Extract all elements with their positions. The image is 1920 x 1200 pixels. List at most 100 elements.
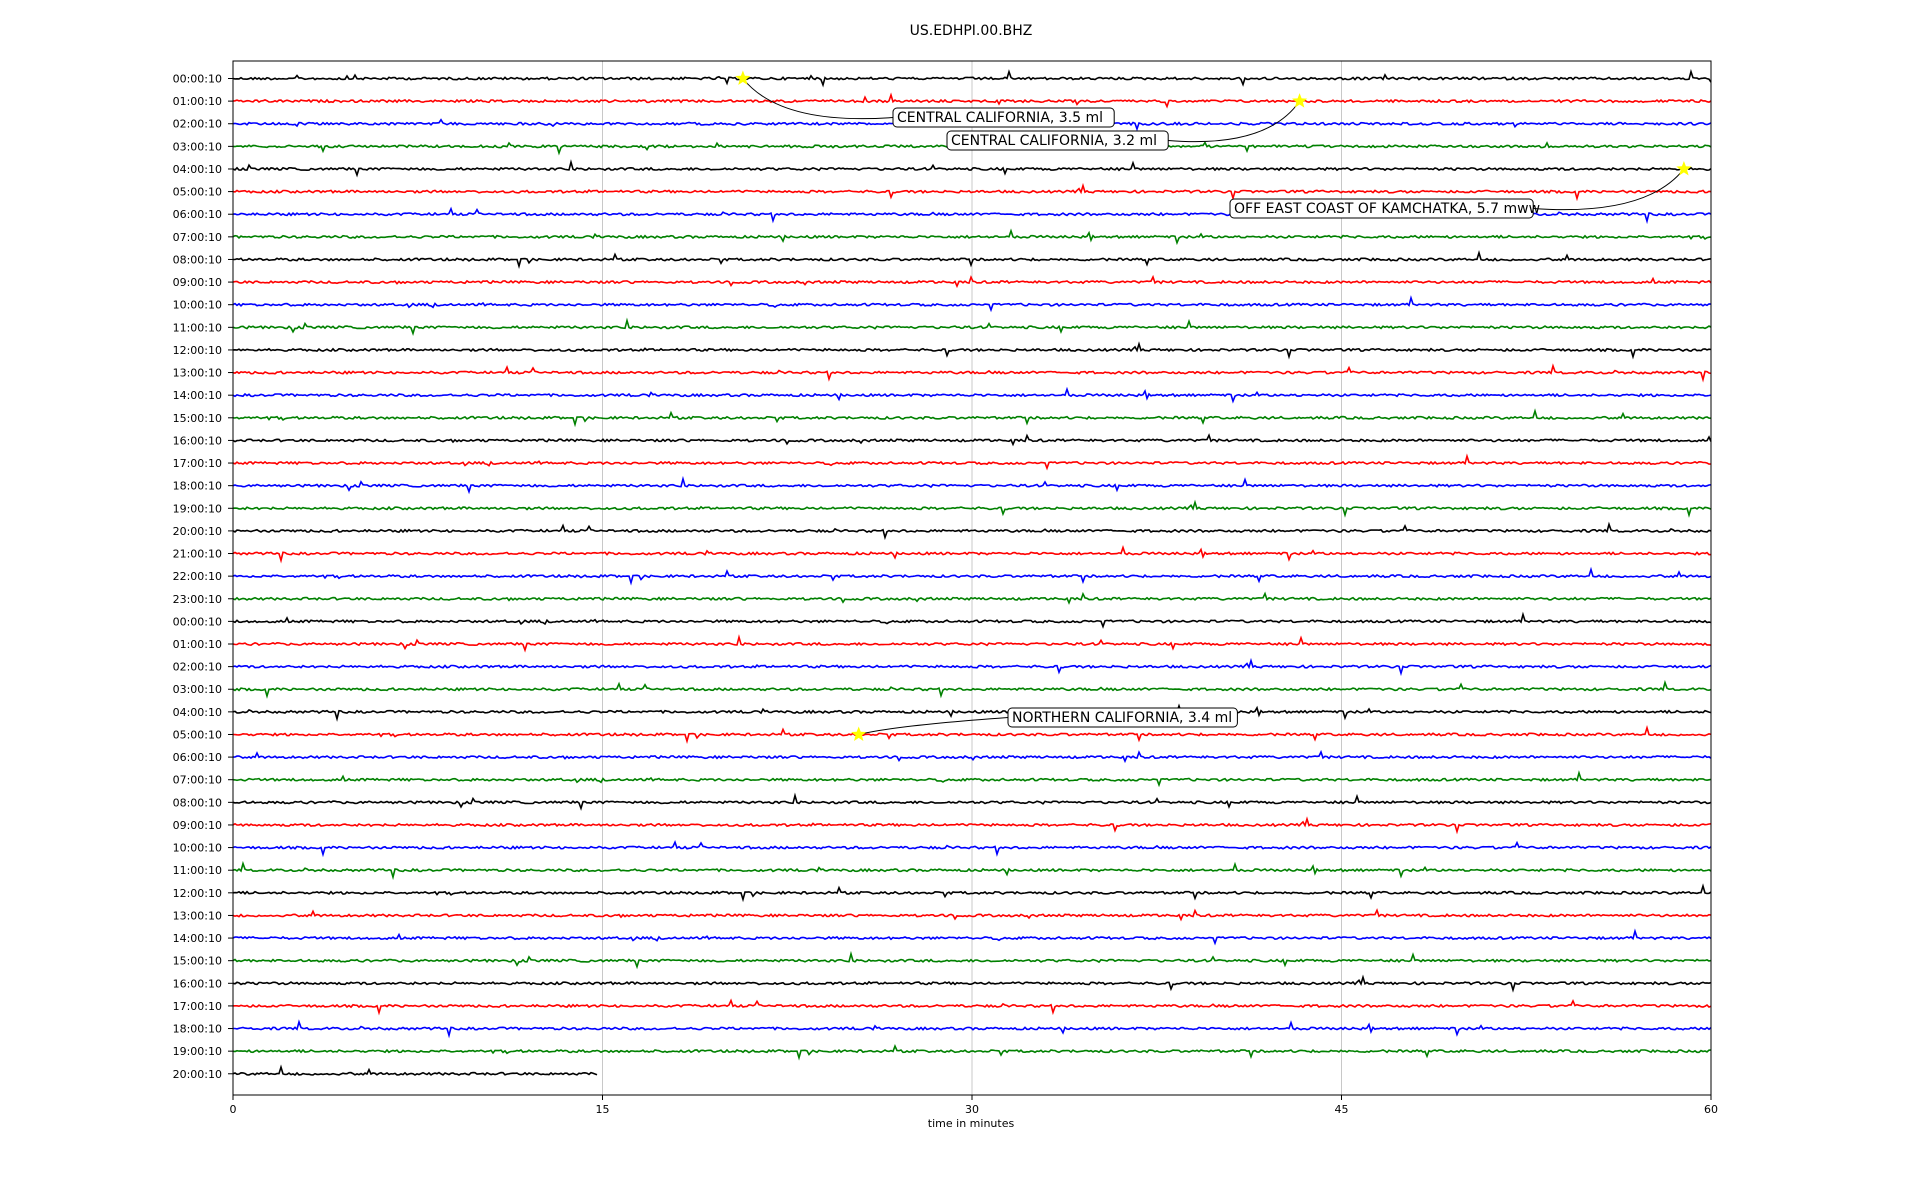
- trace-row-18: [232, 475, 1712, 495]
- x-axis-ticks: 0 15 30 45 60: [230, 1095, 1718, 1116]
- row-label-2: 02:00:10: [173, 118, 222, 131]
- event-connector: [1533, 168, 1685, 211]
- trace-row-19: [232, 499, 1712, 518]
- row-label-29: 05:00:10: [173, 728, 222, 741]
- event-3: NORTHERN CALIFORNIA, 3.4 ml: [851, 707, 1238, 741]
- event-star-marker: [1292, 93, 1308, 108]
- event-star-marker: [1676, 161, 1692, 176]
- row-label-13: 13:00:10: [173, 367, 222, 380]
- row-label-25: 01:00:10: [173, 638, 222, 651]
- trace-row-33: [232, 816, 1712, 835]
- event-label-text: OFF EAST COAST OF KAMCHATKA, 5.7 mww: [1234, 201, 1540, 217]
- chart-title: US.EDHPI.00.BHZ: [910, 23, 1033, 39]
- row-label-26: 02:00:10: [173, 661, 222, 674]
- event-star-marker: [851, 726, 867, 741]
- row-label-4: 04:00:10: [173, 163, 222, 176]
- trace-row-4: [232, 159, 1712, 178]
- trace-row-5: [232, 182, 1712, 202]
- row-label-0: 00:00:10: [173, 73, 222, 86]
- x-tick-label-1: 15: [596, 1103, 610, 1116]
- trace-row-28: [232, 703, 1712, 722]
- trace-row-10: [232, 295, 1712, 313]
- trace-row-32: [232, 792, 1712, 811]
- trace-row-38: [232, 928, 1712, 946]
- trace-row-21: [232, 544, 1712, 564]
- event-label-box: [1007, 707, 1238, 728]
- trace-row-13: [232, 363, 1712, 383]
- trace-row-15: [232, 408, 1712, 428]
- event-2: OFF EAST COAST OF KAMCHATKA, 5.7 mww: [1229, 161, 1692, 219]
- row-label-12: 12:00:10: [173, 344, 222, 357]
- row-label-34: 10:00:10: [173, 842, 222, 855]
- trace-row-11: [232, 317, 1712, 336]
- trace-row-9: [232, 274, 1712, 289]
- row-label-42: 18:00:10: [173, 1023, 222, 1036]
- trace-row-39: [232, 950, 1712, 970]
- trace-row-22: [232, 566, 1712, 586]
- trace-row-12: [232, 341, 1712, 360]
- row-label-38: 14:00:10: [173, 932, 222, 945]
- row-label-15: 15:00:10: [173, 412, 222, 425]
- row-label-9: 09:00:10: [173, 276, 222, 289]
- row-time-labels: 00:00:10 01:00:10 02:00:10 03:00:10 04:00:10…: [173, 73, 233, 1081]
- row-label-7: 07:00:10: [173, 231, 222, 244]
- event-connector: [1168, 100, 1301, 143]
- row-label-40: 16:00:10: [173, 977, 222, 990]
- row-label-27: 03:00:10: [173, 683, 222, 696]
- row-label-17: 17:00:10: [173, 457, 222, 470]
- trace-row-7: [232, 228, 1712, 246]
- trace-row-20: [232, 521, 1712, 541]
- row-label-16: 16:00:10: [173, 434, 222, 447]
- x-tick-label-3: 45: [1335, 1103, 1349, 1116]
- event-label-text: CENTRAL CALIFORNIA, 3.2 ml: [951, 133, 1157, 149]
- event-label-box: [892, 107, 1115, 128]
- event-label-box: [1229, 198, 1534, 219]
- trace-row-35: [232, 860, 1712, 881]
- row-label-5: 05:00:10: [173, 186, 222, 199]
- row-label-24: 00:00:10: [173, 615, 222, 628]
- trace-row-17: [232, 453, 1712, 471]
- row-label-6: 06:00:10: [173, 208, 222, 221]
- event-connector: [858, 717, 1009, 735]
- trace-row-31: [232, 770, 1712, 788]
- trace-row-27: [232, 679, 1712, 699]
- row-label-30: 06:00:10: [173, 751, 222, 764]
- row-label-43: 19:00:10: [173, 1045, 222, 1058]
- row-label-28: 04:00:10: [173, 706, 222, 719]
- row-label-33: 09:00:10: [173, 819, 222, 832]
- trace-row-1: [232, 92, 1712, 109]
- trace-row-37: [232, 908, 1712, 922]
- trace-row-24: [232, 611, 1712, 629]
- trace-row-42: [233, 1019, 1712, 1039]
- row-label-11: 11:00:10: [173, 321, 222, 334]
- event-1: CENTRAL CALIFORNIA, 3.2 ml: [946, 93, 1308, 151]
- event-0: CENTRAL CALIFORNIA, 3.5 ml: [735, 70, 1115, 128]
- trace-row-41: [232, 998, 1712, 1016]
- row-label-10: 10:00:10: [173, 299, 222, 312]
- event-label-text: CENTRAL CALIFORNIA, 3.5 ml: [897, 110, 1103, 126]
- trace-row-44: [232, 1064, 598, 1076]
- x-tick-label-4: 60: [1704, 1103, 1718, 1116]
- trace-row-25: [232, 634, 1712, 653]
- event-star-marker: [735, 70, 751, 85]
- row-label-36: 12:00:10: [173, 887, 222, 900]
- row-label-31: 07:00:10: [173, 774, 222, 787]
- trace-row-34: [232, 840, 1712, 858]
- row-label-3: 03:00:10: [173, 140, 222, 153]
- event-connector: [742, 78, 894, 120]
- event-annotations: CENTRAL CALIFORNIA, 3.5 ml CENTRAL CALIFO…: [735, 70, 1692, 741]
- trace-row-40: [232, 974, 1712, 993]
- trace-row-26: [232, 657, 1712, 677]
- row-label-20: 20:00:10: [173, 525, 222, 538]
- x-axis-label: time in minutes: [928, 1117, 1015, 1130]
- row-label-19: 19:00:10: [173, 502, 222, 515]
- row-label-44: 20:00:10: [173, 1068, 222, 1081]
- event-label-text: NORTHERN CALIFORNIA, 3.4 ml: [1012, 710, 1232, 726]
- row-label-23: 23:00:10: [173, 593, 222, 606]
- row-label-1: 01:00:10: [173, 95, 222, 108]
- row-label-37: 13:00:10: [173, 909, 222, 922]
- row-label-35: 11:00:10: [173, 864, 222, 877]
- trace-row-14: [232, 386, 1712, 404]
